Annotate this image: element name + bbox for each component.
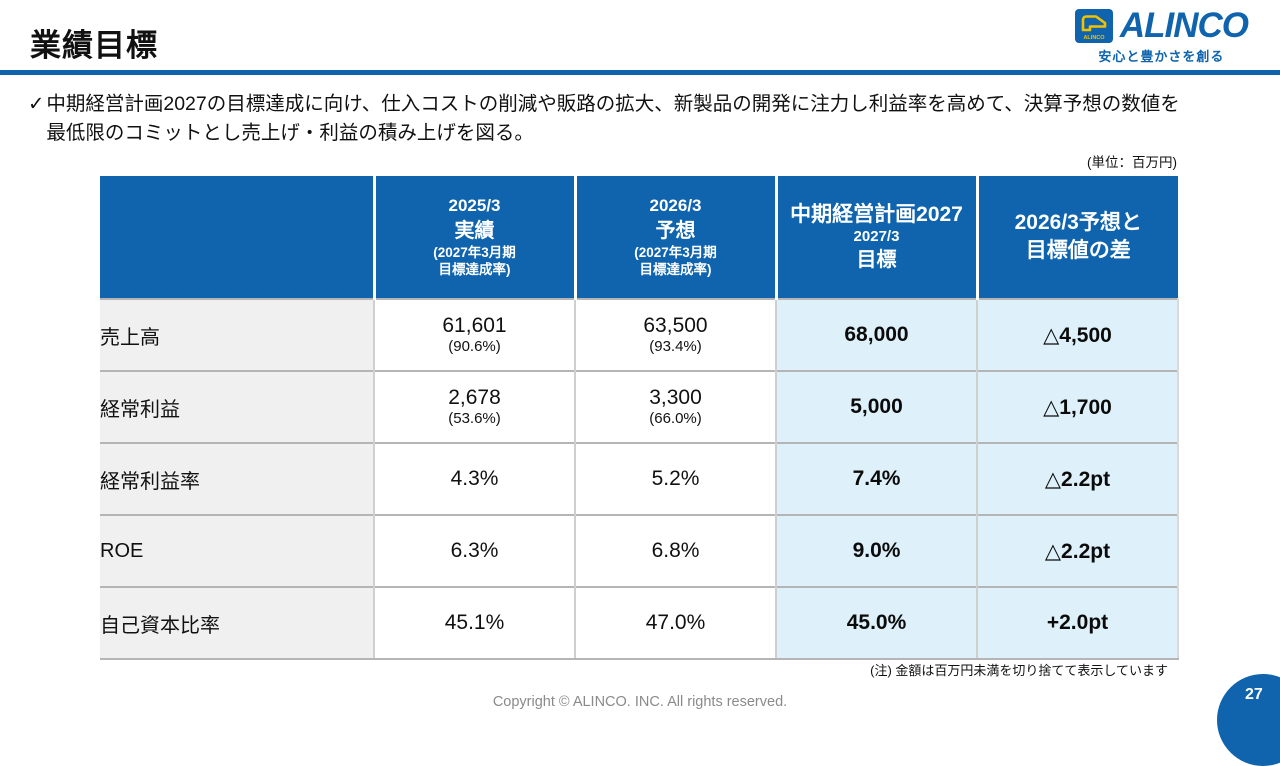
copyright-text: Copyright © ALINCO. INC. All rights rese…	[492, 694, 788, 710]
table-row-equity-ratio: 自己資本比率 45.1% 47.0% 45.0% +2.0pt	[100, 586, 1179, 660]
forecast-value-cell: 5.2%	[575, 442, 777, 515]
actual-value-cell: 6.3%	[374, 514, 576, 587]
diff-value-cell: △2.2pt	[977, 442, 1179, 515]
header-cell-actual-2025: 2025/3 実績 (2027年3月期 目標達成率)	[374, 176, 577, 299]
table-row-ordinary-income-margin: 経常利益率 4.3% 5.2% 7.4% △2.2pt	[100, 442, 1179, 515]
target-value-cell: 9.0%	[776, 514, 978, 587]
row-label: 自己資本比率	[100, 586, 375, 660]
table-row-ordinary-income: 経常利益 2,678 (53.6%) 3,300 (66.0%) 5,000 △…	[100, 370, 1179, 443]
page-number: 27	[1245, 686, 1263, 703]
target-value-cell: 45.0%	[776, 586, 978, 660]
forecast-value-cell: 3,300 (66.0%)	[575, 370, 777, 443]
actual-value-cell: 2,678 (53.6%)	[374, 370, 576, 443]
actual-value-cell: 45.1%	[374, 586, 576, 660]
row-label: 経常利益率	[100, 442, 375, 515]
performance-targets-table: 2025/3 実績 (2027年3月期 目標達成率) 2026/3 予想 (20…	[100, 176, 1179, 660]
table-header-row: 2025/3 実績 (2027年3月期 目標達成率) 2026/3 予想 (20…	[100, 176, 1178, 299]
actual-value-cell: 4.3%	[374, 442, 576, 515]
row-label: 売上高	[100, 298, 375, 371]
header-cell-forecast-2026: 2026/3 予想 (2027年3月期 目標達成率)	[575, 176, 778, 299]
target-value-cell: 5,000	[776, 370, 978, 443]
page-number-badge: 27	[1217, 674, 1280, 766]
title-divider-line	[0, 70, 1280, 75]
forecast-value-cell: 63,500 (93.4%)	[575, 298, 777, 371]
diff-value-cell: △1,700	[977, 370, 1179, 443]
table-row-sales: 売上高 61,601 (90.6%) 63,500 (93.4%) 68,000…	[100, 298, 1179, 371]
presentation-slide: 業績目標 ALINCO ALINCO 安心と豊かさを創る ✓ 中期経営計画202…	[0, 6, 1280, 766]
page-title: 業績目標	[30, 28, 158, 63]
target-value-cell: 7.4%	[776, 442, 978, 515]
summary-line-1: 中期経営計画2027の目標達成に向け、仕入コストの削減や販路の拡大、新製品の開発…	[46, 93, 1180, 115]
forecast-value-cell: 47.0%	[575, 586, 777, 660]
actual-value-cell: 61,601 (90.6%)	[374, 298, 576, 371]
forecast-value-cell: 6.8%	[575, 514, 777, 587]
summary-line-2: 最低限のコミットとし売上げ・利益の積み上げを図る。	[46, 122, 534, 145]
diff-value-cell: +2.0pt	[977, 586, 1179, 660]
alinco-logo-mark-icon: ALINCO	[1074, 8, 1113, 43]
table-footnote: (注) 金額は百万円未満を切り捨てて表示しています	[870, 663, 1168, 678]
table-row-roe: ROE 6.3% 6.8% 9.0% △2.2pt	[100, 514, 1179, 587]
unit-label: (単位：百万円)	[1087, 155, 1177, 170]
logo-tagline: 安心と豊かさを創る	[1098, 49, 1225, 64]
header-cell-diff-vs-target: 2026/3予想と 目標値の差	[977, 176, 1178, 299]
summary-statement: ✓ 中期経営計画2027の目標達成に向け、仕入コストの削減や販路の拡大、新製品の…	[28, 90, 1238, 149]
svg-text:ALINCO: ALINCO	[1083, 35, 1105, 41]
alinco-logo: ALINCO ALINCO 安心と豊かさを創る	[1074, 6, 1249, 65]
header-cell-midterm-plan-target: 中期経営計画2027 2027/3 目標	[776, 176, 979, 299]
diff-value-cell: △4,500	[977, 298, 1179, 371]
alinco-logo-wordmark: ALINCO	[1119, 6, 1249, 45]
checkmark-icon: ✓	[28, 93, 45, 115]
row-label: 経常利益	[100, 370, 375, 443]
row-label: ROE	[100, 514, 375, 587]
target-value-cell: 68,000	[776, 298, 978, 371]
diff-value-cell: △2.2pt	[977, 514, 1179, 587]
header-cell-blank	[100, 176, 376, 299]
